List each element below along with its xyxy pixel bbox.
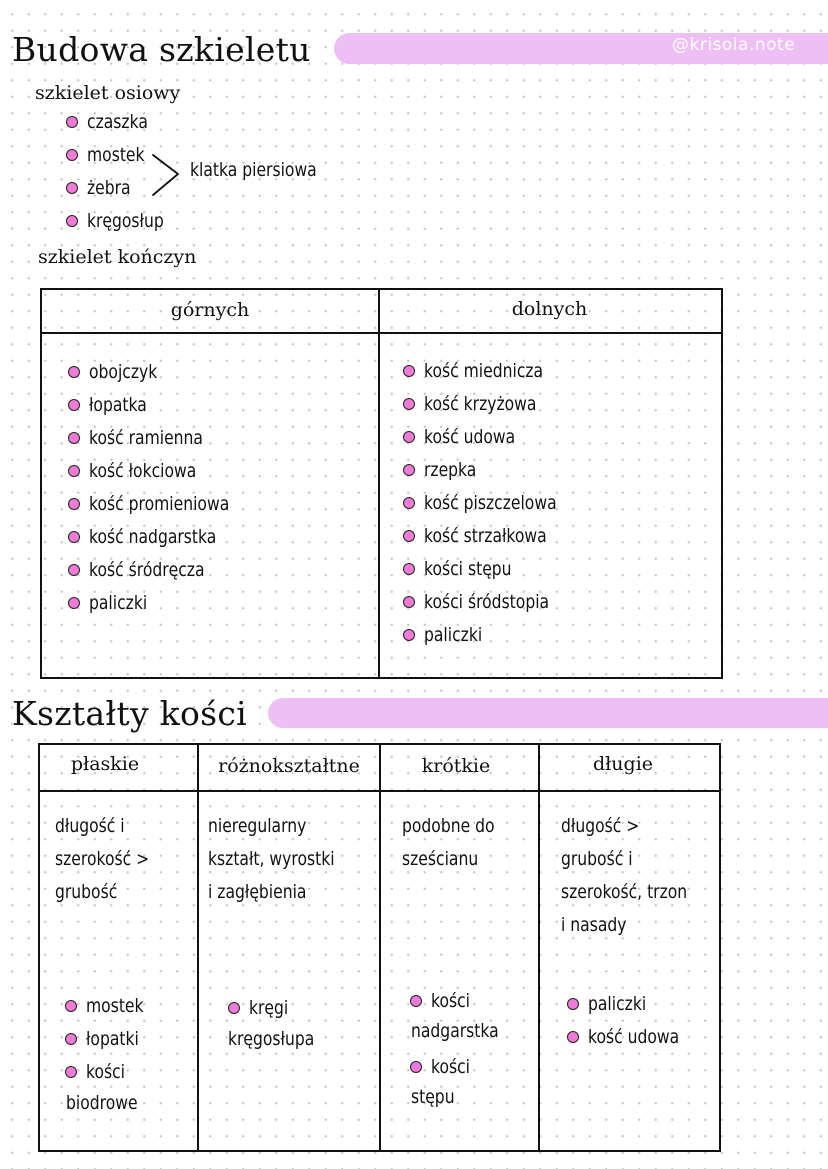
list-item: kość piszczelowa — [403, 486, 586, 519]
column-header-upper: górnych — [170, 299, 250, 321]
flat-description: długość i szerokość > grubość — [55, 815, 150, 903]
bullet-icon — [403, 628, 415, 641]
axial-list: czaszka mostek żebra kręgosłup — [66, 105, 181, 237]
column-header-short: krótkie — [421, 755, 491, 777]
bullet-icon — [403, 463, 415, 476]
bullet-icon — [403, 529, 415, 542]
bullet-icon — [68, 530, 80, 543]
column-header-flat: płaskie — [70, 753, 140, 775]
list-item: kość łokciowa — [68, 454, 260, 487]
bullet-icon — [567, 1030, 579, 1043]
table-column-divider — [378, 288, 380, 679]
bullet-icon — [66, 148, 78, 161]
bullet-icon — [403, 496, 415, 509]
bullet-icon — [403, 397, 415, 410]
bullet-icon — [68, 365, 80, 378]
irregular-example-continuation: kręgosłupa — [228, 1028, 315, 1050]
short-examples-2: kości — [410, 1050, 479, 1083]
table-column-divider — [538, 743, 540, 1152]
short-description: podobne do sześcianu — [402, 815, 495, 870]
short-example-continuation: stępu — [411, 1086, 455, 1108]
irregular-examples: kręgi — [228, 991, 297, 1024]
flat-example-continuation: biodrowe — [66, 1092, 138, 1114]
bullet-icon — [403, 430, 415, 443]
table-column-divider — [197, 743, 199, 1152]
column-header-lower: dolnych — [511, 298, 588, 320]
bullet-icon — [66, 214, 78, 227]
brace-icon — [152, 154, 179, 196]
list-item: mostek — [66, 138, 181, 171]
list-item: kość udowa — [567, 1020, 699, 1053]
bullet-icon — [68, 431, 80, 444]
column-header-long: długie — [592, 753, 654, 775]
watermark: @krisola.note — [672, 35, 796, 55]
list-item: żebra — [66, 171, 181, 204]
section-title-skeleton: Budowa szkieletu — [12, 30, 311, 69]
irregular-description: nieregularny kształt, wyrostki i zagłębi… — [208, 815, 335, 903]
bullet-icon — [68, 398, 80, 411]
brace-label: klatka piersiowa — [190, 159, 317, 181]
axial-heading: szkielet osiowy — [35, 82, 181, 104]
title-highlight-2 — [268, 698, 828, 728]
list-item: kość promieniowa — [68, 487, 260, 520]
list-item: kości — [65, 1055, 156, 1088]
bullet-icon — [68, 596, 80, 609]
lower-limb-list: kość miednicza kość krzyżowa kość udowa … — [403, 354, 586, 651]
list-item: mostek — [65, 989, 156, 1022]
bullet-icon — [68, 563, 80, 576]
long-description: długość > grubość i szerokość, trzon i n… — [561, 815, 688, 936]
short-example-continuation: nadgarstka — [411, 1020, 499, 1042]
list-item: kość udowa — [403, 420, 586, 453]
section-title-bone-shapes: Kształty kości — [12, 694, 248, 733]
list-item: kręgi — [228, 991, 297, 1024]
limbs-heading: szkielet kończyn — [38, 246, 197, 268]
bullet-icon — [403, 364, 415, 377]
bullet-icon — [65, 1032, 77, 1045]
bullet-icon — [66, 115, 78, 128]
title-highlight-1 — [334, 33, 828, 64]
list-item: kość strzałkowa — [403, 519, 586, 552]
list-item: łopatki — [65, 1022, 156, 1055]
list-item: paliczki — [567, 987, 699, 1020]
list-item: kość nadgarstka — [68, 520, 260, 553]
list-item: kość śródręcza — [68, 553, 260, 586]
list-item: kości — [410, 1050, 479, 1083]
list-item: paliczki — [68, 586, 260, 619]
list-item: kręgosłup — [66, 204, 181, 237]
list-item: kości — [410, 984, 479, 1017]
flat-examples: mostek łopatki kości — [65, 989, 156, 1088]
bullet-icon — [65, 999, 77, 1012]
list-item: kość miednicza — [403, 354, 586, 387]
long-examples: paliczki kość udowa — [567, 987, 699, 1053]
limbs-table — [40, 288, 723, 679]
bullet-icon — [567, 997, 579, 1010]
bullet-icon — [65, 1065, 77, 1078]
bullet-icon — [68, 497, 80, 510]
upper-limb-list: obojczyk łopatka kość ramienna kość łokc… — [68, 355, 260, 619]
table-column-divider — [379, 743, 381, 1152]
short-examples: kości — [410, 984, 479, 1017]
table-header-divider — [40, 332, 723, 334]
bullet-icon — [410, 1060, 422, 1073]
column-header-irregular: różnokształtne — [218, 755, 360, 777]
list-item: czaszka — [66, 105, 181, 138]
list-item: paliczki — [403, 618, 586, 651]
list-item: kość krzyżowa — [403, 387, 586, 420]
list-item: rzepka — [403, 453, 586, 486]
list-item: łopatka — [68, 388, 260, 421]
bullet-icon — [66, 181, 78, 194]
bullet-icon — [403, 562, 415, 575]
list-item: kości śródstopia — [403, 585, 586, 618]
bullet-icon — [228, 1001, 240, 1014]
list-item: kość ramienna — [68, 421, 260, 454]
list-item: obojczyk — [68, 355, 260, 388]
bullet-icon — [403, 595, 415, 608]
bullet-icon — [68, 464, 80, 477]
list-item: kości stępu — [403, 552, 586, 585]
bullet-icon — [410, 994, 422, 1007]
